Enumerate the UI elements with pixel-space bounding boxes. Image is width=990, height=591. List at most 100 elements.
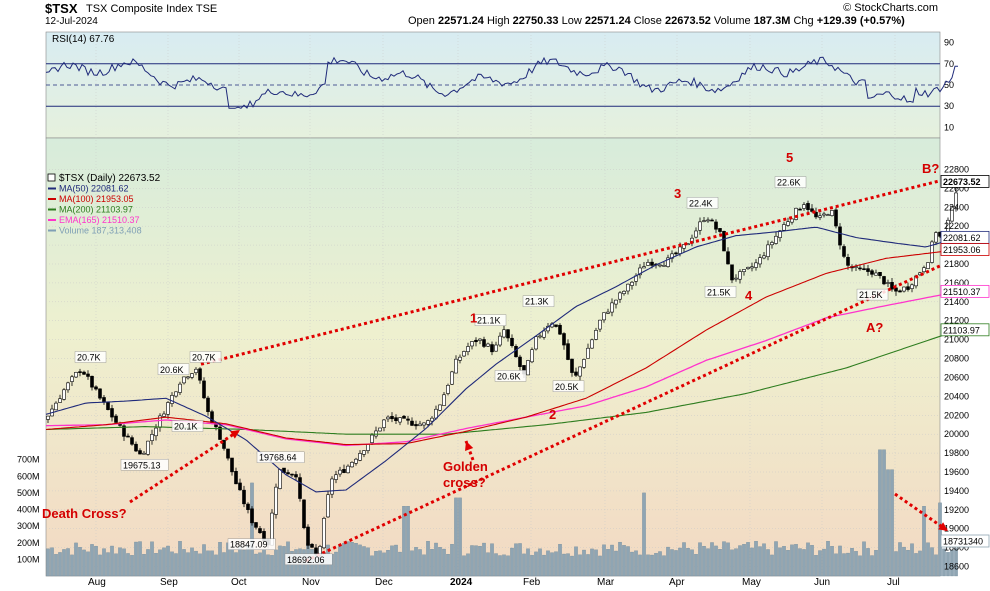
volume-bar [554,551,558,577]
candle-body [430,417,434,422]
candle-body [394,417,398,421]
volume-bar [726,542,730,577]
candle-body [182,376,186,384]
candle-body [766,244,770,257]
volume-bar [558,544,562,577]
y-tick-label: 22400 [944,202,969,212]
candle-body [46,415,50,420]
candle-body [822,213,826,216]
volume-bar [146,549,150,577]
volume-bar [354,543,358,577]
volume-bar [934,554,938,577]
candle-body [342,469,346,473]
candle-body [294,474,298,478]
volume-bar [454,497,458,577]
y-tick-label: 20600 [944,372,969,382]
candle-body [726,251,730,265]
y-tick-label: 18600 [944,562,969,572]
volume-bar [70,554,74,577]
volume-axis-label: 300M [17,521,40,531]
volume-bar [850,548,854,577]
candle-body [106,402,110,410]
candle-body [614,299,618,305]
volume-bar [926,542,930,577]
x-tick-label: Sep [160,577,178,588]
volume-bar [502,554,506,577]
candle-body [534,336,538,350]
candle-body [890,282,894,290]
data-label-box [704,286,737,298]
candle-body [906,286,910,290]
volume-bar [82,549,86,577]
candle-body [818,215,822,218]
data-label-box [157,363,190,375]
volume-bar [190,547,194,577]
volume-bar [130,555,134,577]
volume-axis-label: 100M [17,554,40,564]
volume-bar [690,549,694,577]
candle-body [934,232,938,243]
x-tick-label: Oct [231,577,247,588]
volume-bar [482,542,486,577]
candle-body [326,494,330,518]
y-tick-label: 18800 [944,543,969,553]
volume-bar [430,549,434,577]
volume-bar [698,542,702,577]
candle-body [650,261,654,266]
candle-body [814,211,818,218]
candle-body [190,373,194,378]
candle-body [450,371,454,385]
candle-body [578,366,582,377]
volume-bar [746,542,750,577]
volume-bar [786,550,790,577]
candle-body [386,416,390,420]
candle-body [826,214,830,216]
volume-bar [210,550,214,577]
candle-body [706,219,710,222]
volume-bar [358,544,362,577]
data-label: 21.3K [525,297,549,307]
candle-body [406,418,410,421]
x-tick-label: Jun [814,577,830,588]
candle-body [794,207,798,220]
data-label: 21.1K [477,316,501,326]
volume-bar [66,548,70,577]
candle-body [678,246,682,254]
x-tick-label: Feb [523,577,541,588]
candle-body [738,271,742,280]
volume-bar [438,547,442,577]
volume-bar [334,551,338,577]
volume-bar [910,543,914,577]
candle-body [194,368,198,373]
data-label-box [474,314,507,326]
candle-body [250,508,254,524]
wave-label: A? [866,320,883,335]
data-label: 21.5K [859,290,883,300]
x-tick-label: Dec [375,577,393,588]
volume-trend-arrow [894,492,949,533]
x-tick-label: Apr [669,577,685,588]
volume-bar [710,542,714,577]
volume-bar [566,553,570,577]
candle-body [334,474,338,480]
candle-body [530,349,534,363]
volume-bar [526,548,530,577]
chart-header: $TSX TSX Composite Index TSE 12-Jul-2024… [0,0,990,30]
candle-body [446,385,450,394]
y-tick-label: 22200 [944,221,969,231]
volume-bar [258,552,262,577]
candle-body [582,359,586,368]
volume-bar [54,554,58,577]
volume-bar [414,547,418,577]
candle-body [658,264,662,267]
volume-bar [902,546,906,577]
volume-bar [890,469,894,577]
volume-bar [126,553,130,577]
candle-body [846,256,850,266]
data-label-box [494,370,527,382]
candle-body [58,398,62,403]
volume-bar [782,546,786,577]
volume-bar [670,549,674,577]
candle-body [90,375,94,388]
candle-body [438,404,442,411]
